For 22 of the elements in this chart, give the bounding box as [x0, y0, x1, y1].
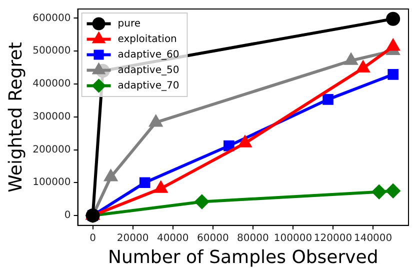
y-axis-title: Weighted Regret [5, 42, 26, 192]
legend-label: pure [118, 18, 141, 30]
legend-label: adaptive_70 [118, 80, 180, 92]
y-tick-label: 500000 [32, 46, 71, 57]
y-tick-label: 100000 [32, 177, 71, 188]
x-tick-label: 80000 [237, 232, 269, 244]
legend-label: exploitation [118, 34, 177, 45]
legend-label: adaptive_60 [118, 49, 180, 60]
x-tick-label: 60000 [197, 232, 229, 244]
x-tick-label: 40000 [156, 232, 189, 244]
x-tick-label: 120000 [314, 232, 352, 244]
x-tick-label: 140000 [354, 232, 392, 244]
x-tick-label: 0 [90, 232, 96, 244]
x-axis-title: Number of Samples Observed [108, 246, 378, 268]
x-tick-label: 20000 [116, 232, 149, 244]
y-tick-label: 400000 [32, 78, 71, 90]
y-tick-label: 200000 [32, 144, 71, 156]
legend-label: adaptive_50 [118, 64, 180, 76]
y-tick-label: 0 [64, 210, 71, 222]
y-tick-label: 600000 [32, 12, 71, 24]
x-tick-label: 100000 [274, 232, 312, 244]
y-tick-label: 300000 [32, 111, 71, 122]
